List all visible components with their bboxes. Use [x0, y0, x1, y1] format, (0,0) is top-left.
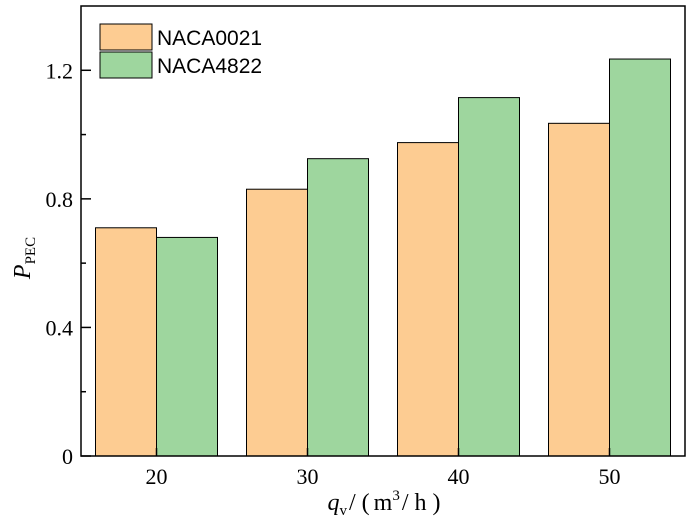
y-tick-label: 0.4: [46, 315, 74, 340]
bar-naca0021-40: [397, 142, 459, 457]
legend-swatch-naca0021: [99, 23, 153, 51]
legend-label-naca0021: NACA0021: [157, 27, 262, 50]
y-tick-label: 1.2: [46, 58, 74, 83]
y-tick-label: 0.8: [46, 187, 74, 212]
bar-naca4822-40: [458, 97, 520, 457]
x-tick-label: 30: [297, 464, 319, 489]
y-axis-title: PPEC: [10, 237, 39, 280]
bar-naca4822-20: [156, 236, 218, 457]
x-axis: 20 30 40 50: [146, 448, 621, 489]
bar-naca0021-50: [548, 122, 610, 457]
x-axis-title: qv/ (m3/ h ): [327, 488, 440, 519]
y-tick-label: 0: [62, 444, 73, 469]
x-tick-label: 40: [448, 464, 470, 489]
bar-naca4822-50: [609, 58, 671, 457]
bar-naca0021-30: [246, 188, 308, 457]
x-tick-label: 50: [599, 464, 621, 489]
legend-label-naca4822: NACA4822: [157, 55, 262, 78]
bar-naca0021-20: [95, 227, 157, 457]
y-axis: 0 0.4 0.8 1.2: [46, 58, 91, 469]
x-tick-label: 20: [146, 464, 168, 489]
bar-naca4822-30: [307, 158, 369, 457]
bars-group: [95, 58, 671, 457]
legend: NACA0021 NACA4822: [99, 23, 262, 79]
legend-swatch-naca4822: [99, 51, 153, 79]
plot-frame: [80, 5, 686, 457]
